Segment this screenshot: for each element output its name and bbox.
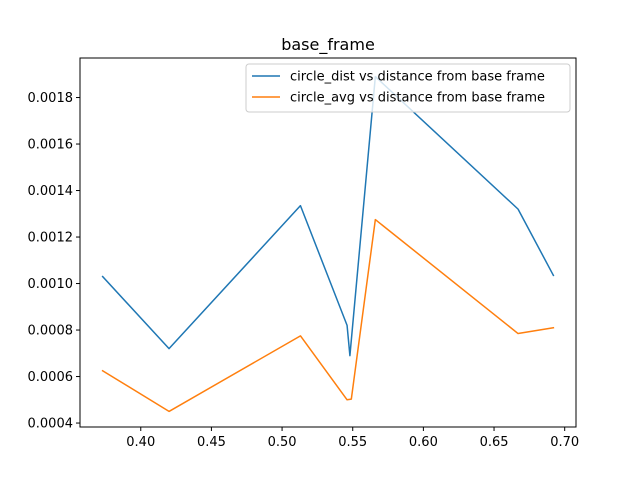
y-tick-label: 0.0014: [28, 184, 74, 199]
chart-title: base_frame: [281, 35, 375, 55]
legend: circle_dist vs distance from base frame c…: [245, 63, 571, 113]
x-tick-label: 0.50: [268, 435, 297, 450]
x-axis: 0.40 0.45 0.50 0.55 0.60 0.65 0.70: [126, 427, 579, 450]
y-tick-label: 0.0016: [28, 138, 74, 153]
y-tick-label: 0.0012: [28, 231, 74, 246]
legend-label-1: circle_dist vs distance from base frame: [290, 70, 545, 85]
x-tick-label: 0.70: [550, 435, 579, 450]
series-line-1: [101, 75, 555, 357]
series-layer: [101, 75, 555, 413]
x-tick-label: 0.55: [338, 435, 367, 450]
y-tick-label: 0.0018: [28, 91, 74, 106]
x-tick-label: 0.60: [409, 435, 438, 450]
y-tick-label: 0.0010: [28, 277, 74, 292]
legend-label-2: circle_avg vs distance from base frame: [290, 91, 545, 106]
x-tick-label: 0.45: [197, 435, 226, 450]
legend-box: [245, 63, 571, 113]
series-line-2: [101, 218, 555, 413]
y-tick-label: 0.0008: [28, 324, 74, 339]
y-axis: 0.0004 0.0006 0.0008 0.0010 0.0012 0.0014 0.00…: [28, 91, 80, 432]
y-tick-label: 0.0004: [28, 417, 74, 432]
plot-area-frame: [79, 57, 577, 428]
x-tick-label: 0.65: [480, 435, 509, 450]
y-tick-label: 0.0006: [28, 370, 74, 385]
x-tick-label: 0.40: [126, 435, 155, 450]
